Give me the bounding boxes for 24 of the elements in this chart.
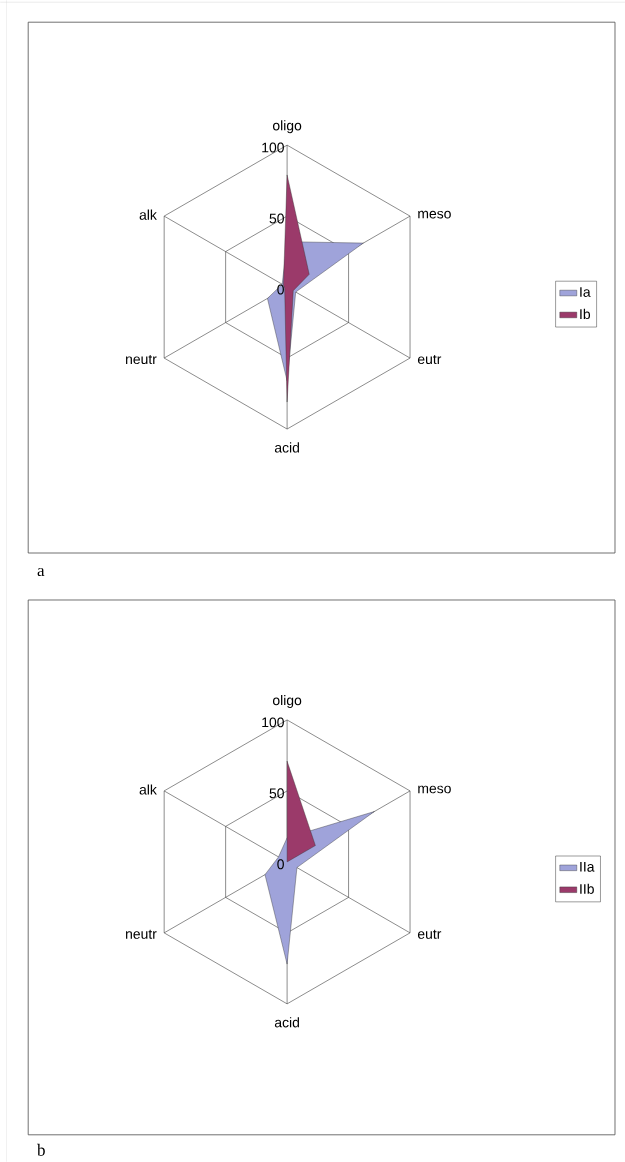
text: b xyxy=(36,1143,45,1156)
legend-label: Ia xyxy=(580,287,591,297)
spoke-label: meso xyxy=(418,210,451,219)
y-tick-label: 50 xyxy=(269,213,284,224)
legend-label: IIa xyxy=(580,862,595,872)
spoke-label: meso xyxy=(418,785,451,794)
y-tick-label: 100 xyxy=(262,142,284,153)
spoke-label: eutr xyxy=(417,929,442,939)
y-tick-label: 50 xyxy=(269,788,284,799)
spoke-label: oligo xyxy=(272,694,302,708)
text: a xyxy=(37,567,45,577)
spoke-label: neutr xyxy=(125,929,157,939)
spoke-label: neutr xyxy=(125,354,157,365)
y-tick-label: 0 xyxy=(277,859,284,870)
spoke-label: alk xyxy=(139,209,157,220)
y-tick-label: 0 xyxy=(277,284,284,295)
legend-label: IIb xyxy=(580,883,594,894)
spoke-label: oligo xyxy=(272,120,302,134)
y-tick-label: 100 xyxy=(262,717,284,728)
spoke-label: acid xyxy=(274,442,299,453)
spoke-label: alk xyxy=(139,784,157,795)
legend-label: Ib xyxy=(580,308,590,320)
spoke-label: acid xyxy=(274,1017,299,1028)
spoke-label: eutr xyxy=(417,354,442,365)
